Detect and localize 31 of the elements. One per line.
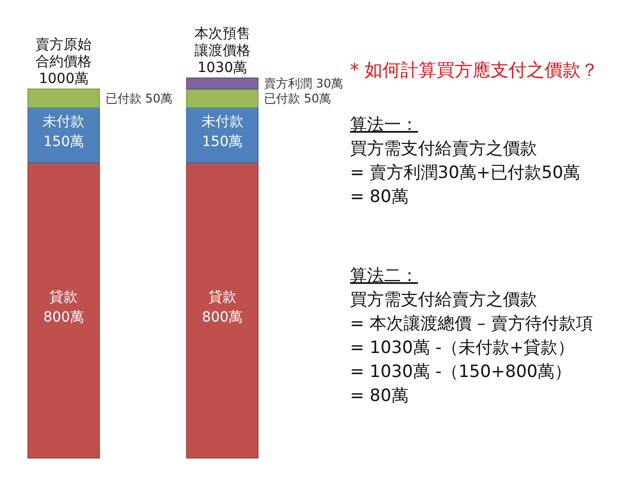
text: = 本次讓渡總價 – 賣方待付款項 bbox=[350, 314, 593, 334]
data-label: 800萬 bbox=[202, 309, 243, 326]
text: 未付款 bbox=[201, 114, 244, 130]
text: 已付款 50萬 bbox=[264, 91, 332, 106]
bar bbox=[186, 78, 258, 90]
text: 賣方利潤 30萬 bbox=[264, 76, 344, 91]
text: 買方需支付給賣方之價款 bbox=[350, 139, 537, 159]
text: = 1030萬 -（150+800萬） bbox=[350, 362, 572, 382]
text: = 80萬 bbox=[350, 386, 408, 406]
x-tick-label: 本次預售讓渡價格 bbox=[194, 26, 250, 59]
x-tick-label: 賣方原始合約價格 bbox=[36, 37, 92, 70]
total-label: 1000萬 bbox=[38, 71, 89, 88]
bar bbox=[28, 88, 100, 108]
text: 算法一： bbox=[350, 115, 418, 135]
text: * 如何計算買方應支付之價款？ bbox=[350, 60, 599, 81]
data-label: 800萬 bbox=[43, 309, 84, 326]
text: = 1030萬 -（未付款+貸款） bbox=[350, 338, 575, 358]
text: 買方需支付給賣方之價款 bbox=[350, 290, 537, 310]
text: 貸款 bbox=[208, 289, 236, 306]
bar bbox=[186, 88, 258, 108]
series-label: 貸款 bbox=[50, 289, 78, 306]
data-label: 150萬 bbox=[202, 134, 243, 150]
text: = 80萬 bbox=[350, 187, 408, 207]
data-label: 150萬 bbox=[43, 134, 84, 150]
text: 已付款 50萬 bbox=[105, 91, 172, 106]
series-label: 未付款 bbox=[42, 114, 85, 130]
bar bbox=[186, 162, 258, 458]
text: 算法二： bbox=[350, 266, 418, 286]
text: = 賣方利潤30萬+已付款50萬 bbox=[350, 163, 580, 183]
total-label: 1030萬 bbox=[197, 60, 248, 76]
bar bbox=[28, 162, 100, 458]
